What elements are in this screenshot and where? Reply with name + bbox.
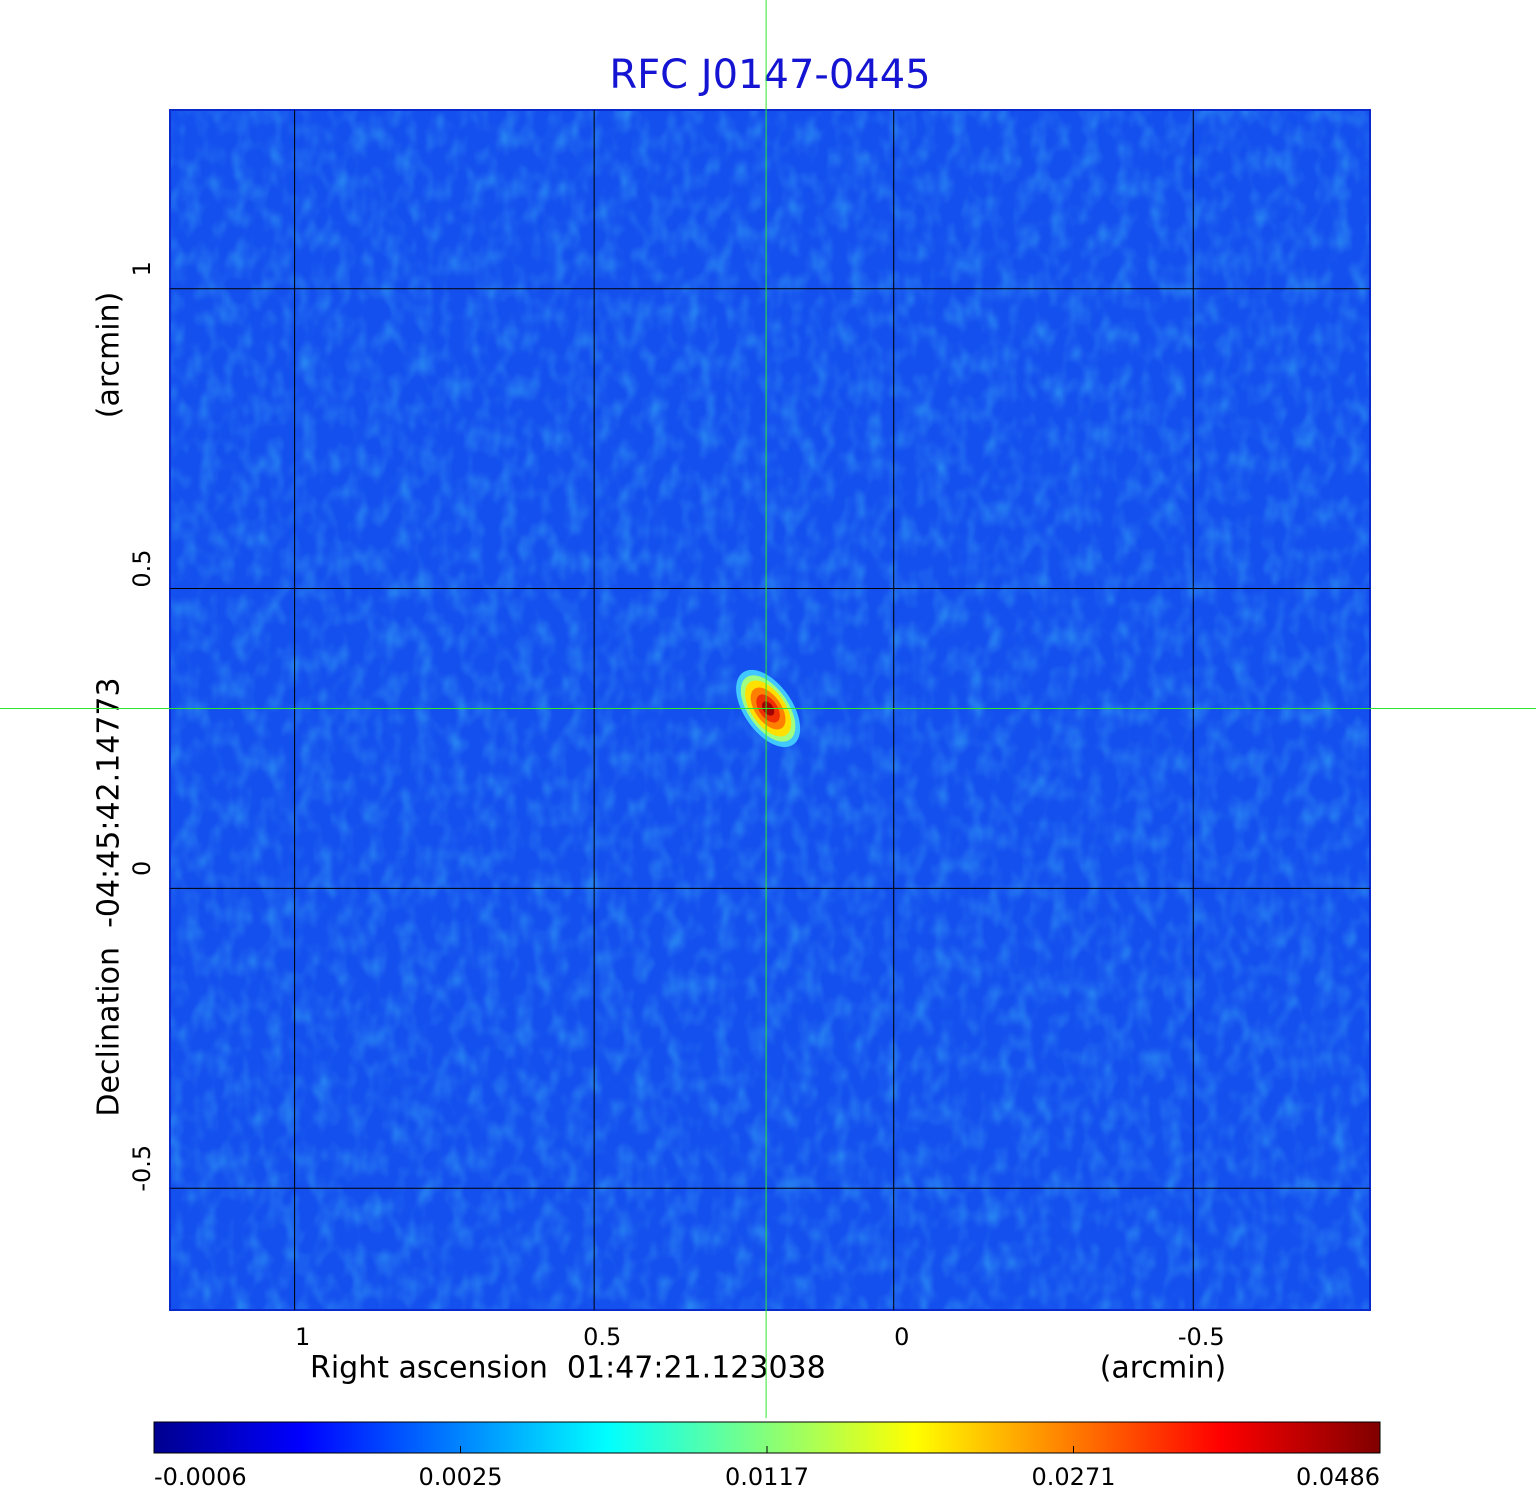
colorbar-tick-label: 0.0117 [725,1463,809,1491]
x-tick-label: 1 [295,1323,310,1351]
y-tick-label: -0.5 [128,1145,156,1192]
x-axis-unit: (arcmin) [1100,1351,1227,1386]
y-axis-unit: (arcmin) [92,292,127,419]
x-axis-label: Right ascension 01:47:21.123038 [310,1351,826,1386]
x-tick-label: 0.5 [583,1323,621,1351]
colorbar-tick-label: 0.0271 [1032,1463,1116,1491]
y-tick-label: 1 [128,261,156,276]
colorbar-tick-label: 0.0486 [1296,1463,1380,1491]
image-frame [169,109,1371,1311]
colorbar-tick-label: -0.0006 [154,1463,247,1491]
x-tick-label: 0 [894,1323,909,1351]
y-axis-label: Declination -04:45:42.14773 [92,677,127,1116]
y-tick-label: 0.5 [128,549,156,587]
y-tick-label: 0 [128,861,156,876]
chart-title: RFC J0147-0445 [609,52,930,98]
x-tick-label: -0.5 [1178,1323,1225,1351]
colorbar-tick-label: 0.0025 [419,1463,503,1491]
